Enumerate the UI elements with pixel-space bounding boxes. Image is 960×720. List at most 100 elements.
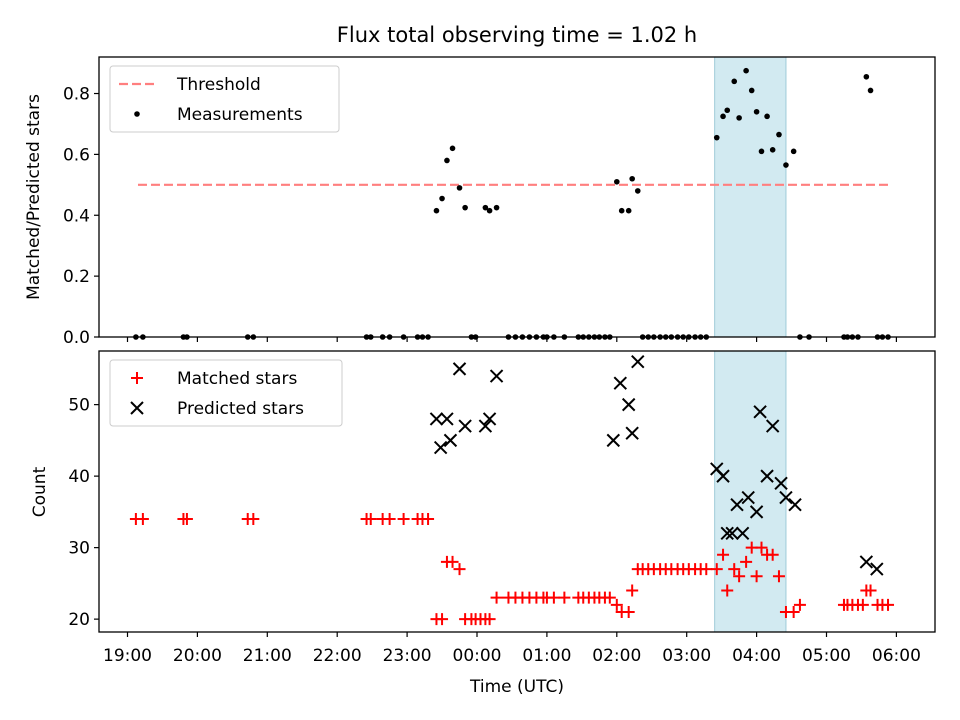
x-axis-label: Time (UTC): [469, 677, 564, 697]
measurement-point: [634, 188, 641, 194]
bottom-y-axis-label: Count: [30, 466, 50, 517]
legend: Matched stars Predicted stars: [109, 359, 343, 427]
predicted-star-point: [725, 526, 739, 541]
measurement-point: [776, 131, 782, 138]
legend-label: Predicted stars: [177, 399, 304, 419]
legend-label: Measurements: [177, 105, 303, 125]
predicted-star-point: [631, 355, 645, 369]
measurement-point: [867, 87, 874, 94]
matched-star-point: [610, 598, 623, 611]
legend-matched-swatch: [131, 372, 143, 384]
matched-star-point: [856, 598, 869, 611]
matched-star-point: [700, 563, 713, 576]
matched-star-point: [436, 613, 449, 626]
matched-star-point: [787, 605, 800, 618]
predicted-star-point: [613, 376, 628, 390]
predicted-star-point: [440, 412, 454, 426]
measurement-point: [462, 204, 468, 211]
predicted-star-point: [765, 419, 780, 433]
measurement-point: [758, 148, 765, 155]
x-tick-label: 06:00: [872, 646, 921, 666]
matched-star-point: [740, 555, 753, 568]
measurement-point: [449, 145, 456, 152]
predicted-star-point: [753, 405, 767, 419]
x-tick-label: 21:00: [243, 646, 292, 666]
matched-star-point: [547, 591, 560, 604]
legend-label: Matched stars: [177, 369, 297, 389]
predicted-star-point: [760, 469, 774, 483]
legend-label: Threshold: [176, 75, 261, 95]
legend-box: [109, 65, 340, 133]
matched-star-point: [364, 513, 377, 526]
legend-predicted-swatch: [130, 401, 144, 415]
x-tick-label: 22:00: [313, 646, 362, 666]
predicted-star-point: [870, 562, 884, 576]
y-tick-label: 50: [68, 396, 90, 416]
matched-star-point: [717, 548, 730, 561]
top-y-axis-label: Matched/Predicted stars: [24, 94, 44, 300]
measurement-point: [629, 175, 635, 182]
measurement-point: [456, 185, 463, 191]
measurement-point: [736, 115, 742, 121]
measurement-point: [618, 207, 625, 214]
predicted-star-point: [478, 419, 493, 433]
matched-star-point: [446, 555, 459, 568]
matched-star-point: [755, 541, 768, 554]
predicted-star-point: [458, 419, 472, 433]
matched-star-point: [558, 591, 571, 604]
matched-star-point: [180, 513, 193, 526]
matched-star-point: [882, 598, 895, 611]
measurement-point: [753, 108, 760, 115]
measurement-point: [486, 207, 493, 214]
y-tick-label: 0.0: [63, 328, 90, 348]
legend-measurement-swatch: [134, 111, 140, 117]
y-tick-label: 0.8: [63, 85, 90, 105]
matched-star-point: [766, 548, 779, 561]
x-tick-label: 03:00: [662, 646, 711, 666]
x-tick-label: 19:00: [103, 646, 152, 666]
measurement-point: [863, 73, 870, 80]
predicted-star-point: [429, 412, 444, 426]
y-tick-label: 0.2: [63, 267, 90, 287]
x-tick-label: 00:00: [453, 646, 502, 666]
highlight-span: [714, 56, 787, 338]
matched-star-point: [733, 570, 746, 583]
matched-star-point: [136, 513, 149, 526]
predicted-star-point: [774, 476, 788, 490]
x-tick-label: 01:00: [522, 646, 571, 666]
predicted-star-point: [730, 498, 744, 512]
predicted-star-point: [720, 526, 734, 541]
predicted-star-point: [716, 469, 730, 483]
predicted-star-point: [788, 498, 802, 512]
matched-star-point: [772, 570, 785, 583]
matched-star-point: [793, 598, 806, 611]
y-tick-label: 0.4: [63, 206, 90, 226]
matched-star-point: [710, 563, 723, 576]
x-tick-label: 20:00: [173, 646, 222, 666]
matched-star-point: [721, 584, 734, 597]
measurement-point: [748, 87, 755, 94]
y-tick-label: 20: [68, 610, 90, 630]
measurement-point: [625, 207, 632, 214]
measurement-point: [764, 113, 770, 120]
y-tick-label: 30: [68, 539, 90, 559]
matched-star-point: [603, 591, 616, 604]
matched-star-point: [383, 513, 396, 526]
measurement-point: [783, 162, 789, 168]
predicted-star-point: [741, 490, 755, 505]
predicted-star-point: [443, 433, 458, 448]
matched-star-point: [750, 570, 763, 583]
x-tick-label: 23:00: [383, 646, 432, 666]
matched-star-point: [490, 591, 503, 604]
predicted-star-point: [606, 433, 621, 448]
bottom-panel: 20 30 40 50 19:00 20:00 21:00 22:00 23:00 00:00 01…: [68, 350, 936, 666]
predicted-star-point: [859, 555, 874, 569]
predicted-star-point: [489, 369, 504, 383]
matched-star-point: [728, 563, 741, 576]
measurement-point: [720, 113, 726, 120]
y-tick-label: 40: [68, 467, 90, 487]
matched-star-point: [422, 513, 435, 526]
measurement-point: [731, 78, 738, 85]
predicted-star-point: [749, 505, 764, 519]
